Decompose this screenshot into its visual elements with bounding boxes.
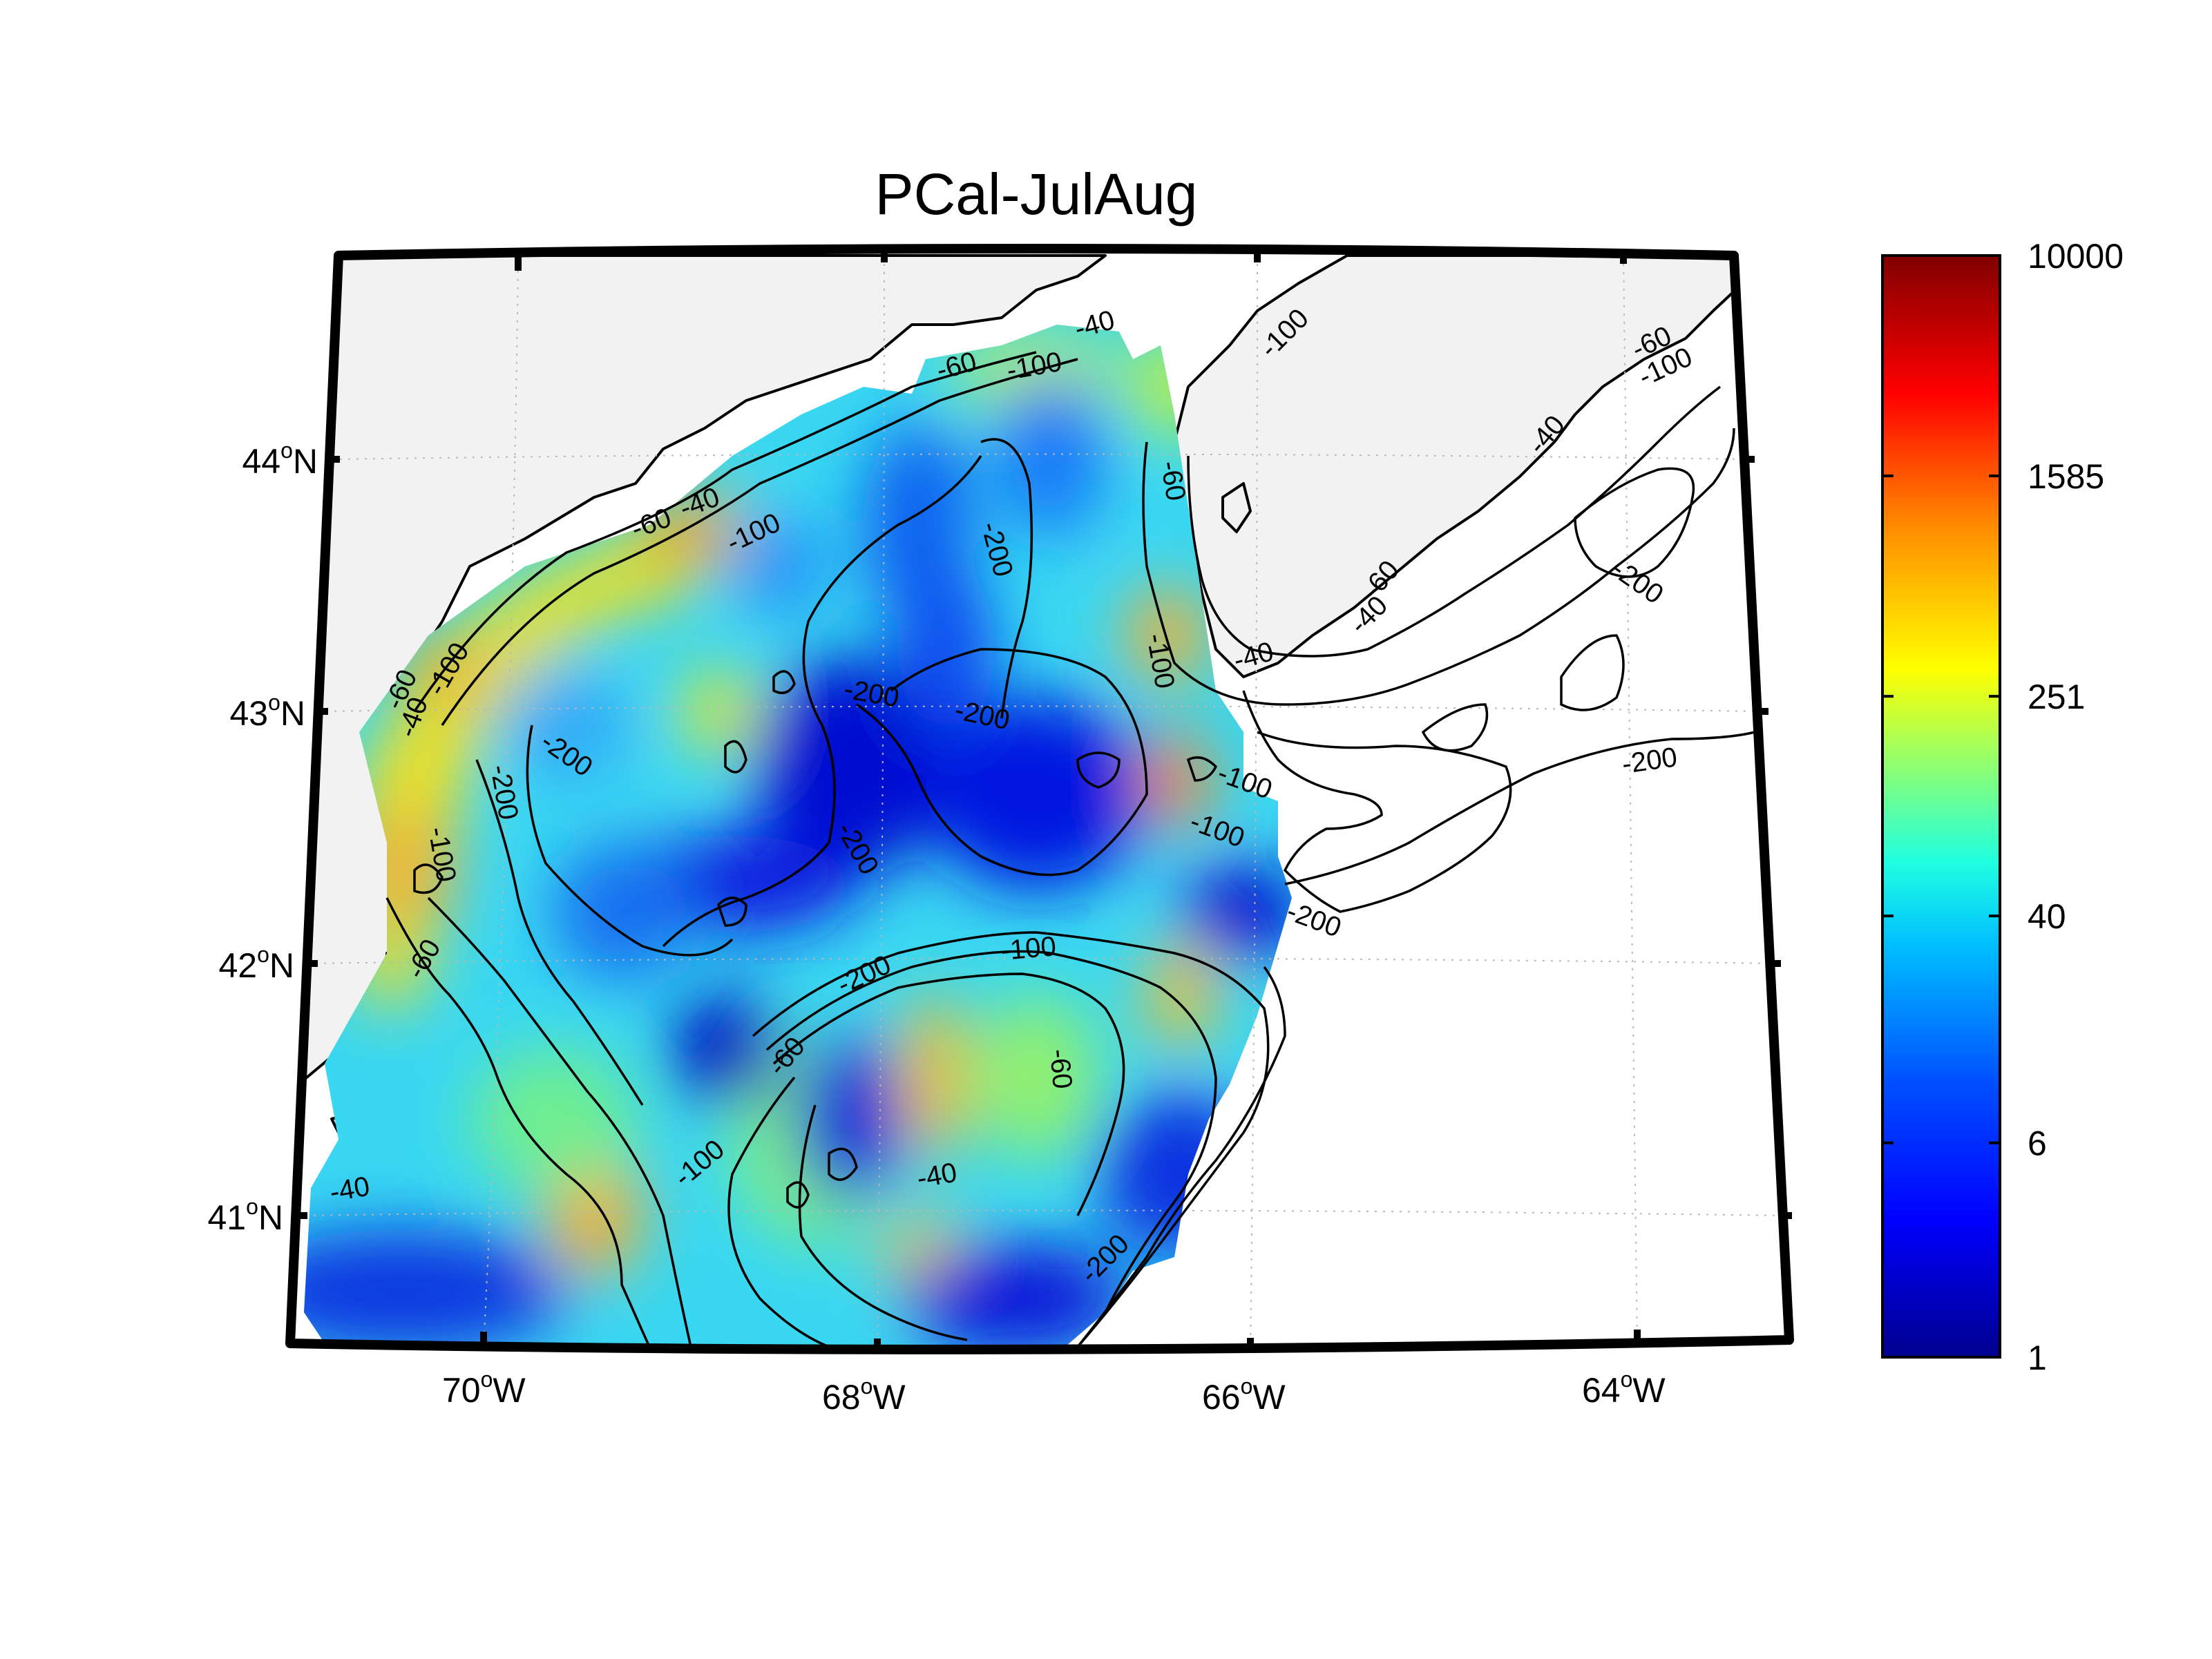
colorbar-tick-label: 6 [2028,1124,2047,1163]
frame-ticks [294,249,1792,1352]
lon-label-64w: 64oW [1582,1367,1666,1410]
colorbar-tick-label: 1 [2028,1339,2047,1377]
map-title: PCal-JulAug [875,162,1198,227]
map-frame [285,244,1794,1354]
colorbar-ticks [1882,254,2000,1359]
colorbar-tick-label: 251 [2028,678,2085,716]
graticule [296,255,1786,1350]
colorbar-tick-label: 1585 [2028,457,2104,496]
lon-label-66w: 66oW [1202,1374,1286,1417]
grand-manan [1221,482,1252,533]
bathymetry-contours [385,351,1755,1348]
nova-scotia [1173,254,1737,678]
contour-label: -40 [915,1157,960,1193]
colorbar-labels: 10000 1585 251 40 6 1 [2028,237,2124,1377]
lat-label-41n: 41oN [207,1194,283,1237]
map-area: -40 -60 -100 -200 -40 -100 -60 -100 -200… [290,249,1789,1350]
lon-label-70w: 70oW [442,1367,526,1410]
latitude-labels: 44oN 43oN 42oN 41oN [207,438,318,1237]
contour-label: -60 [1154,459,1191,504]
colorbar: 10000 1585 251 40 6 1 [1881,237,2124,1377]
lat-label-42n: 42oN [218,942,294,985]
longitude-labels: 70oW 68oW 66oW 64oW [442,1367,1666,1417]
colorbar-tick-label: 40 [2028,897,2066,936]
contour-label: -40 [327,1171,372,1207]
colorbar-gradient [1881,254,2001,1359]
lat-label-43n: 43oN [229,690,305,733]
lat-label-44n: 44oN [242,438,318,481]
lon-label-68w: 68oW [822,1374,906,1417]
contour-label: -100 [1000,931,1058,966]
contour-label: -60 [1044,1048,1078,1090]
colorbar-tick-label: 10000 [2028,237,2124,276]
